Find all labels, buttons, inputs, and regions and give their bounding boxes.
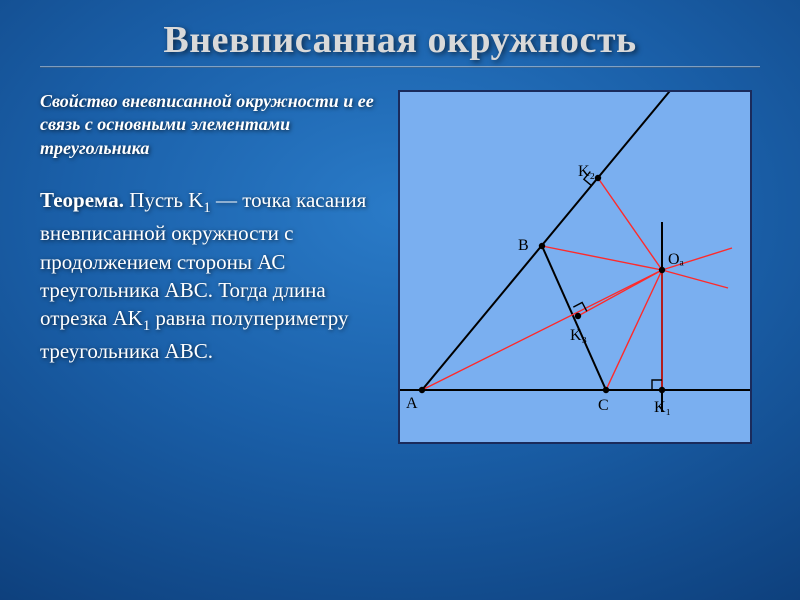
svg-text:K₁: K₁ bbox=[654, 399, 671, 416]
content-row: Свойство вневписанной окружности и ее св… bbox=[40, 90, 760, 440]
theorem-label: Теорема. bbox=[40, 188, 124, 212]
theorem-sub-1: 1 bbox=[203, 200, 210, 216]
geometry-diagram: A B C K₁ K₂ K₃ Oₐ bbox=[398, 90, 752, 444]
svg-text:Oₐ: Oₐ bbox=[668, 251, 685, 268]
theorem-text: Теорема. Пусть K1 — точка касания вневпи… bbox=[40, 186, 380, 365]
svg-text:A: A bbox=[406, 395, 418, 412]
subtitle: Свойство вневписанной окружности и ее св… bbox=[40, 90, 380, 160]
svg-text:K₂: K₂ bbox=[578, 163, 595, 180]
svg-text:K₃: K₃ bbox=[570, 327, 587, 344]
slide-title: Вневписанная окружность bbox=[40, 18, 760, 62]
slide: Вневписанная окружность Свойство вневпис… bbox=[0, 0, 800, 600]
svg-text:C: C bbox=[598, 397, 609, 414]
theorem-part-1: Пусть K bbox=[129, 188, 203, 212]
text-column: Свойство вневписанной окружности и ее св… bbox=[40, 90, 380, 440]
svg-text:B: B bbox=[518, 237, 529, 254]
title-underline bbox=[40, 66, 760, 68]
diagram-panel: A B C K₁ K₂ K₃ Oₐ bbox=[398, 90, 752, 440]
